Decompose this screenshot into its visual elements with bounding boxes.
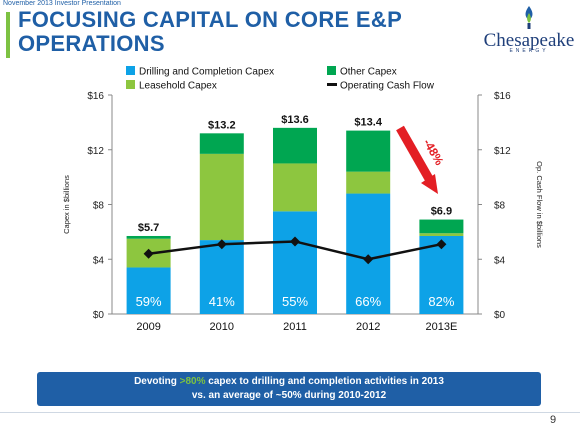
legend-label: Leasehold Capex: [139, 81, 217, 92]
legend-swatch: [327, 66, 336, 75]
company-logo: Chesapeake ENERGY: [482, 4, 576, 54]
callout-pre: Devoting: [134, 376, 180, 387]
bar-percent-label: 59%: [136, 294, 162, 309]
callout-highlight: >80%: [179, 376, 206, 387]
capex-chart: $0 $0 $4 $4 $8 $8 $12 $12 $16 $16 Capex in $billio…: [62, 66, 544, 333]
callout-box: Devoting >80% capex to drilling and comp…: [37, 372, 541, 406]
y-tick-label-right: $4: [494, 255, 506, 266]
y-tick-label-right: $8: [494, 201, 506, 212]
cash-flow-point: [290, 236, 300, 247]
page-number: 9: [550, 414, 557, 426]
bar-percent-label: 55%: [282, 294, 308, 309]
bar-segment: [346, 130, 391, 172]
bar-segment: [126, 235, 171, 239]
cash-flow-point: [363, 254, 374, 265]
y-tick-label-left: $16: [87, 91, 104, 102]
callout-line2: vs. an average of ~50% during 2010-2012: [191, 390, 387, 401]
y-tick-label-right: $0: [494, 310, 506, 321]
bar-percent-label: 82%: [428, 294, 454, 309]
x-tick-label: 2013E: [425, 321, 457, 333]
y-axis-title-right: Op. Cash Flow in $billions: [535, 161, 544, 248]
legend-label: Operating Cash Flow: [340, 81, 435, 92]
y-axis-title-left: Capex in $billions: [62, 175, 71, 234]
bar-segment: [273, 163, 317, 212]
bar-percent-label: 41%: [209, 294, 235, 309]
bar-segment: [273, 127, 317, 164]
bar-percent-label: 66%: [355, 294, 381, 309]
bar-total-label: $5.7: [138, 222, 159, 234]
bar-segment: [199, 133, 244, 154]
y-tick-label-right: $12: [494, 146, 511, 157]
y-tick-label-right: $16: [494, 91, 511, 102]
bar-segment: [199, 240, 244, 314]
flame-icon: [525, 6, 533, 29]
cash-flow-point: [216, 239, 227, 250]
bar-segment: [273, 211, 317, 314]
bar-segment: [419, 219, 464, 234]
callout-post: capex to drilling and completion activit…: [205, 376, 444, 387]
legend-swatch: [126, 80, 135, 89]
decline-arrow-head: [421, 174, 438, 194]
bar-segment: [126, 267, 171, 314]
header-note: November 2013 Investor Presentation: [3, 0, 121, 7]
cash-flow-point: [143, 248, 154, 259]
logo-wordmark: Chesapeake: [483, 30, 575, 51]
bar-total-label: $13.4: [354, 117, 382, 129]
legend-swatch: [327, 83, 337, 86]
bar-total-label: $6.9: [431, 206, 452, 218]
bar-total-label: $13.2: [208, 119, 236, 131]
x-tick-label: 2012: [356, 321, 380, 333]
page-title: FOCUSING CAPITAL ON CORE E&P OPERATIONS: [18, 7, 402, 56]
legend-label: Drilling and Completion Capex: [139, 67, 274, 78]
x-tick-label: 2009: [136, 321, 160, 333]
cash-flow-point: [436, 239, 447, 250]
y-tick-label-left: $4: [93, 255, 105, 266]
y-tick-label-left: $8: [93, 201, 105, 212]
legend-label: Other Capex: [340, 67, 397, 78]
x-tick-label: 2010: [210, 321, 234, 333]
bar-segment: [199, 153, 244, 241]
footer-divider: [0, 412, 580, 413]
legend-swatch: [126, 66, 135, 75]
y-tick-label-left: $12: [87, 146, 104, 157]
bar-segment: [346, 171, 391, 194]
title-accent-bar: [6, 12, 10, 58]
bar-total-label: $13.6: [281, 114, 309, 126]
decline-arrow-shaft: [396, 125, 436, 187]
logo-subtitle: ENERGY: [509, 48, 549, 54]
y-tick-label-left: $0: [93, 310, 105, 321]
bar-segment: [346, 193, 391, 314]
bar-segment: [419, 233, 464, 236]
x-tick-label: 2011: [283, 321, 307, 333]
